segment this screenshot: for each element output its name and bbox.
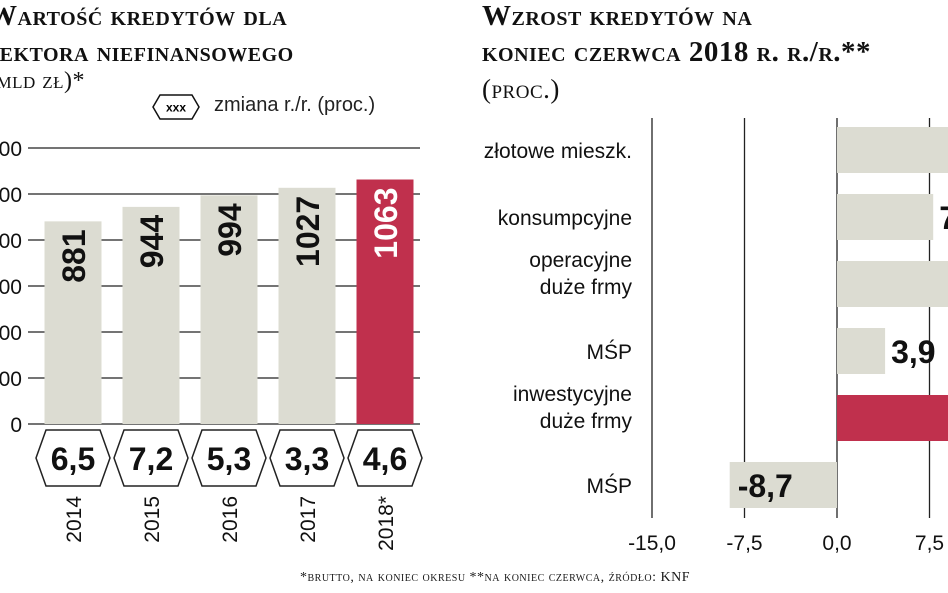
row-label: duże frmy [540, 276, 633, 299]
bar [837, 395, 948, 441]
yoy-change-label: 6,5 [51, 441, 95, 477]
x-tick-label: -15,0 [628, 532, 676, 555]
y-tick-label: 800 [0, 230, 22, 253]
bar [44, 221, 102, 424]
legend-label: zmiana r./r. (proc.) [214, 94, 376, 116]
bar-value-label: 7,8 [939, 200, 948, 236]
right-chart-title-line1: Wzrost kredytów na [482, 0, 753, 32]
yoy-change-label: 3,3 [285, 441, 329, 477]
row-label: złotowe mieszk. [484, 140, 632, 163]
bar [200, 195, 258, 424]
bar [837, 127, 948, 173]
bar-value-label: 1027 [290, 196, 326, 267]
row-label: duże frmy [540, 410, 633, 433]
bar [837, 194, 934, 240]
right-chart-title-line2: koniec czerwca 2018 r. r./r.** [482, 36, 872, 68]
bar-value-label: 3,9 [891, 334, 935, 370]
y-tick-label: 600 [0, 276, 22, 299]
x-tick-label: -7,5 [726, 532, 762, 555]
bar [122, 206, 180, 424]
footnote: *brutto, na koniec okresu **na koniec cz… [300, 570, 691, 585]
x-category-label: 2017 [297, 496, 320, 543]
bar [837, 261, 948, 307]
yoy-change-label: 7,2 [129, 441, 173, 477]
legend-hexagon-icon: xxx [152, 94, 200, 120]
right-chart-unit: (proc.) [482, 74, 560, 104]
row-label: MŚP [586, 474, 632, 498]
bar-value-label: 1063 [368, 188, 404, 259]
bar [729, 462, 837, 508]
left-chart-title-line1: Wartość kredytów dla [0, 0, 288, 32]
y-tick-label: 1000 [0, 184, 22, 207]
yoy-hexagon [347, 429, 423, 487]
left-chart-unit: (mld zł)* [0, 68, 86, 94]
legend-badge-text: xxx [166, 101, 186, 115]
y-tick-label: 200 [0, 368, 22, 391]
bar-value-label: 994 [212, 203, 248, 257]
bar-value-label: -8,7 [738, 468, 793, 504]
yoy-hexagon [35, 429, 111, 487]
y-tick-label: 1200 [0, 138, 22, 161]
x-category-label: 2016 [219, 496, 242, 543]
bar [356, 179, 414, 424]
x-tick-label: 0,0 [822, 532, 851, 555]
x-category-label: 2015 [141, 496, 164, 543]
yoy-change-label: 5,3 [207, 441, 251, 477]
x-category-label: 2014 [63, 496, 86, 543]
row-label: konsumpcyjne [498, 207, 632, 230]
yoy-hexagon [269, 429, 345, 487]
row-label: operacyjne [529, 249, 632, 272]
x-tick-label: 7,5 [915, 532, 944, 555]
x-category-label: 2018* [375, 496, 398, 551]
row-label: inwestycyjne [513, 383, 632, 406]
bar-value-label: 944 [134, 215, 170, 269]
bar-value-label: 881 [56, 229, 92, 282]
yoy-hexagon [113, 429, 189, 487]
y-tick-label: 400 [0, 322, 22, 345]
row-label: MŚP [586, 340, 632, 364]
left-chart-title-line2: sektora niefinansowego [0, 36, 294, 68]
bar [837, 328, 886, 374]
bar [278, 187, 336, 424]
yoy-change-label: 4,6 [363, 441, 407, 477]
y-tick-label: 0 [10, 414, 22, 437]
yoy-hexagon [191, 429, 267, 487]
